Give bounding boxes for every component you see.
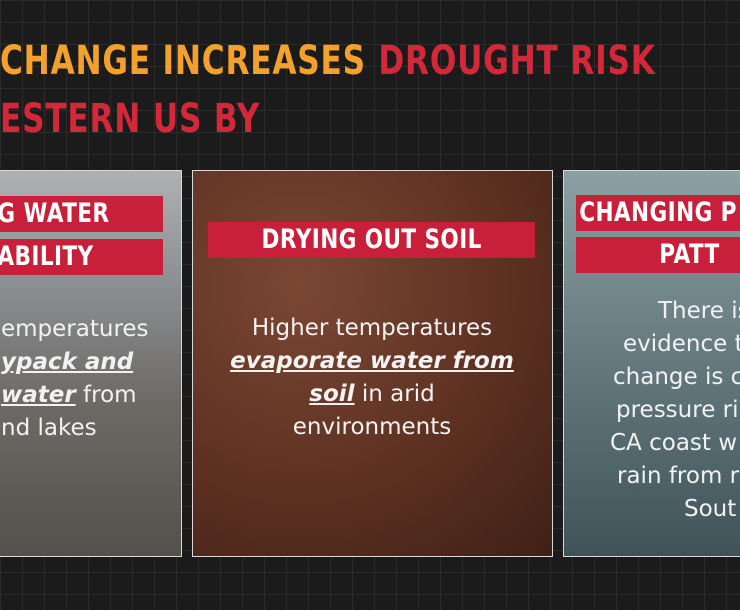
card-label-text: G WATER (0, 198, 110, 229)
body-line: soil in arid (193, 378, 551, 411)
card-label: ABILITY (0, 239, 163, 275)
card-label: PATT (576, 237, 740, 273)
card-label-text: CHANGING P (579, 197, 737, 228)
card-body: Higher temperatures evaporate water from s… (193, 312, 551, 444)
body-line: evaporate water from (193, 345, 551, 378)
body-text: CA coast w (610, 430, 738, 456)
card-label-text: PATT (659, 239, 720, 270)
body-line: pressure ri (564, 394, 740, 427)
body-line: ypack and (1, 346, 149, 379)
title-segment: DROUGHT RISK (378, 38, 656, 84)
card: DRYING OUT SOIL Higher temperatures evapor… (192, 170, 553, 557)
body-text: rain from r (617, 463, 740, 489)
card-label: CHANGING P (576, 195, 740, 231)
body-text: ypack and (1, 349, 134, 375)
body-text: change is c (613, 364, 740, 390)
card-body: emperatures ypack and water from nd lakes (1, 313, 149, 445)
body-line: CA coast w (564, 427, 740, 460)
card-label-text: DRYING OUT SOIL (261, 224, 482, 255)
body-text: in arid (354, 381, 435, 407)
body-text: Higher temperatures (251, 315, 493, 341)
title-line: CHANGE INCREASES DROUGHT RISK (0, 38, 668, 84)
card-label: G WATER (0, 196, 163, 232)
body-text: water (1, 382, 76, 408)
body-text: nd lakes (1, 415, 97, 441)
body-line: change is c (564, 361, 740, 394)
card-label-text: ABILITY (0, 241, 94, 272)
body-line: evidence t (564, 328, 740, 361)
body-text: from (75, 382, 137, 408)
title-segment: ESTERN US BY (0, 96, 261, 142)
body-line: rain from r (564, 460, 740, 493)
body-text: pressure ri (616, 397, 739, 423)
title-line: ESTERN US BY (0, 96, 273, 142)
card: CHANGING P PATT There is evidence t change i… (563, 170, 740, 557)
body-line: There is (564, 295, 740, 328)
body-text: emperatures (1, 316, 149, 342)
body-line: Sout (564, 493, 740, 526)
body-text: evaporate water from (230, 348, 514, 374)
body-text: soil (309, 381, 355, 407)
card-label: DRYING OUT SOIL (208, 222, 535, 258)
card-body: There is evidence t change is c pressure ri… (564, 295, 740, 526)
title-segment: CHANGE INCREASES (0, 38, 366, 84)
body-line: nd lakes (1, 412, 149, 445)
body-line: water from (1, 379, 149, 412)
body-line: environments (193, 411, 551, 444)
body-text: evidence t (623, 331, 740, 357)
body-text: Sout (684, 496, 737, 522)
body-line: Higher temperatures (193, 312, 551, 345)
card: G WATER ABILITY emperatures ypack and water … (0, 170, 182, 557)
body-text: There is (658, 298, 740, 324)
body-line: emperatures (1, 313, 149, 346)
body-text: environments (292, 414, 452, 440)
